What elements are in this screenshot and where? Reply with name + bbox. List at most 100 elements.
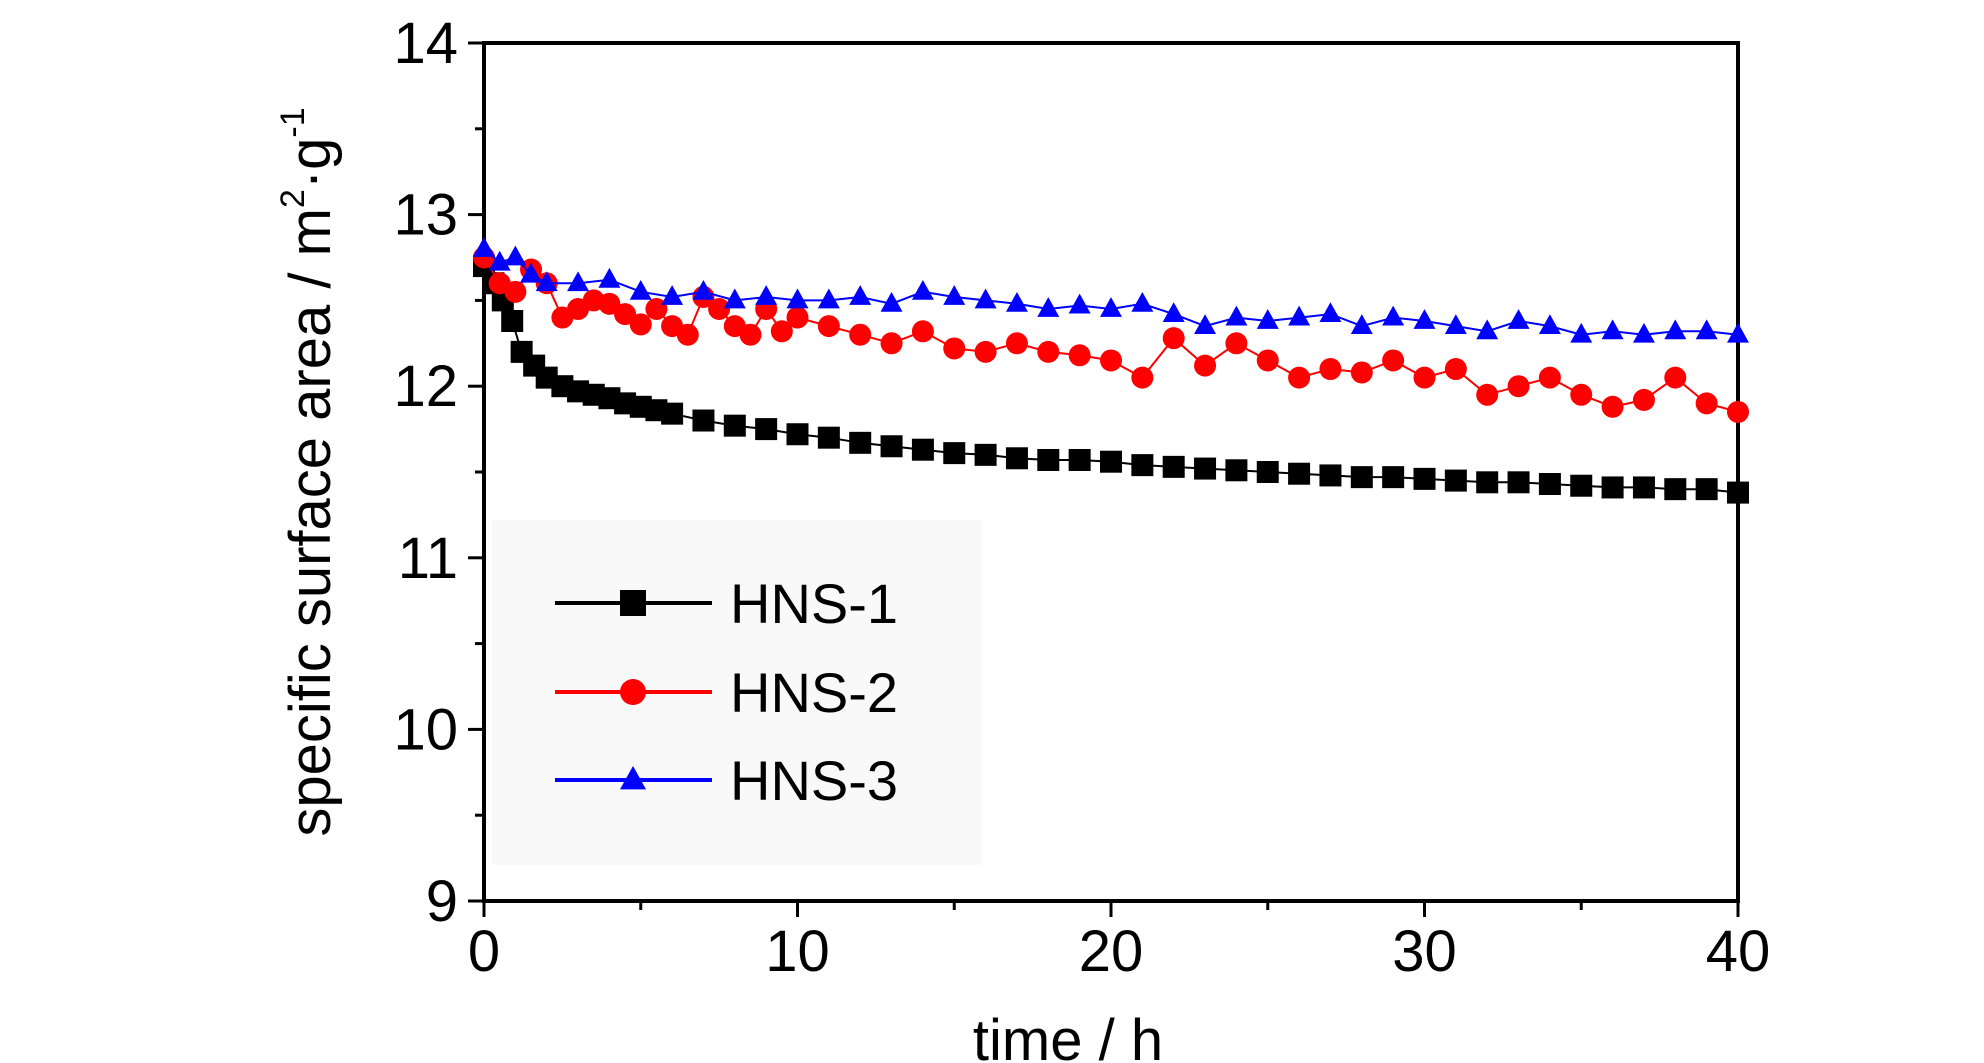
data-point bbox=[1288, 462, 1311, 485]
data-point bbox=[1382, 305, 1405, 326]
data-point bbox=[1632, 476, 1655, 499]
data-point bbox=[520, 262, 543, 283]
data-point bbox=[676, 323, 699, 346]
data-point bbox=[1507, 309, 1530, 329]
data-point bbox=[501, 309, 524, 332]
data-point bbox=[1131, 366, 1154, 389]
data-point bbox=[1162, 327, 1185, 350]
data-point bbox=[1319, 464, 1342, 487]
data-point bbox=[692, 409, 715, 432]
data-point bbox=[1601, 476, 1624, 499]
data-point bbox=[1350, 361, 1373, 384]
data-point bbox=[473, 237, 495, 257]
data-point bbox=[1319, 302, 1342, 323]
data-point bbox=[1194, 354, 1217, 377]
data-point bbox=[1538, 366, 1561, 389]
data-point bbox=[739, 323, 762, 346]
data-point bbox=[1382, 466, 1405, 489]
tick-labels: 0 10 20 30 40 9 10 11 12 13 14 bbox=[393, 11, 1770, 984]
data-point bbox=[504, 245, 527, 266]
data-point bbox=[1288, 305, 1311, 326]
y-axis-title-main: specific surface area / m bbox=[278, 208, 343, 837]
data-point bbox=[1695, 392, 1718, 415]
data-point bbox=[1225, 459, 1248, 482]
data-point bbox=[880, 291, 903, 312]
data-point bbox=[1288, 366, 1311, 389]
y-axis-title-sup1: 2 bbox=[274, 189, 312, 208]
data-point bbox=[1100, 297, 1122, 317]
data-point bbox=[1632, 322, 1655, 343]
data-point bbox=[1194, 314, 1217, 335]
data-point bbox=[943, 285, 966, 305]
data-point bbox=[1538, 314, 1561, 335]
data-point bbox=[974, 288, 997, 309]
data-point bbox=[1256, 461, 1279, 483]
data-point bbox=[817, 426, 840, 449]
data-point bbox=[1538, 473, 1561, 496]
series-HNS-3 bbox=[473, 237, 1749, 343]
data-point bbox=[974, 443, 997, 466]
data-point bbox=[1413, 366, 1436, 389]
data-point bbox=[1632, 388, 1655, 411]
data-point bbox=[488, 250, 511, 271]
data-point bbox=[1413, 467, 1436, 490]
data-point bbox=[1727, 400, 1749, 423]
data-point bbox=[535, 271, 558, 292]
data-point bbox=[614, 303, 637, 326]
data-point bbox=[1162, 455, 1185, 478]
data-point bbox=[1664, 478, 1687, 501]
data-point bbox=[1727, 481, 1749, 504]
data-point bbox=[1476, 319, 1499, 340]
data-point bbox=[1037, 297, 1060, 317]
data-point bbox=[849, 431, 872, 454]
axis-ticks bbox=[468, 41, 1740, 917]
data-point bbox=[1570, 383, 1593, 406]
x-tick-label: 30 bbox=[1392, 919, 1457, 984]
data-point bbox=[755, 418, 778, 441]
data-point bbox=[1507, 471, 1530, 494]
data-point bbox=[1601, 319, 1624, 340]
x-tick-label: 0 bbox=[468, 919, 500, 984]
data-point bbox=[1256, 349, 1279, 372]
y-tick-label: 13 bbox=[393, 183, 458, 248]
data-point bbox=[1162, 302, 1185, 323]
data-point bbox=[1444, 314, 1467, 335]
x-axis-title: time / h bbox=[973, 1008, 1163, 1063]
legend-marker bbox=[620, 765, 646, 790]
data-point bbox=[1444, 469, 1467, 492]
x-tick-label: 10 bbox=[765, 919, 830, 984]
legend-marker bbox=[620, 590, 646, 616]
data-point bbox=[770, 320, 793, 343]
data-point bbox=[817, 288, 840, 309]
data-point bbox=[1068, 293, 1091, 314]
data-point bbox=[1413, 309, 1436, 329]
data-point bbox=[1570, 322, 1593, 343]
series-HNS-2 bbox=[473, 246, 1749, 423]
y-tick-label: 9 bbox=[426, 869, 458, 934]
y-axis-title-sup2: -1 bbox=[274, 107, 312, 137]
data-point bbox=[1068, 344, 1091, 367]
data-point bbox=[1256, 309, 1279, 329]
y-tick-label: 12 bbox=[393, 354, 458, 419]
data-point bbox=[1131, 454, 1154, 477]
data-point bbox=[1131, 291, 1154, 312]
data-point bbox=[1695, 319, 1718, 340]
x-tick-label: 40 bbox=[1706, 919, 1771, 984]
data-point bbox=[598, 267, 621, 288]
data-point bbox=[1695, 478, 1718, 501]
data-point bbox=[786, 423, 809, 446]
data-point bbox=[1100, 349, 1122, 372]
data-point bbox=[1350, 466, 1373, 489]
data-point bbox=[1350, 314, 1373, 335]
data-point bbox=[786, 306, 809, 329]
data-point bbox=[1194, 457, 1217, 480]
legend-label: HNS-2 bbox=[730, 661, 898, 724]
data-point bbox=[598, 292, 621, 315]
data-point bbox=[880, 435, 903, 458]
data-point bbox=[1476, 383, 1499, 406]
y-tick-label: 14 bbox=[393, 11, 458, 76]
data-point bbox=[849, 323, 872, 346]
data-point bbox=[1005, 447, 1028, 470]
data-point bbox=[1005, 291, 1028, 312]
